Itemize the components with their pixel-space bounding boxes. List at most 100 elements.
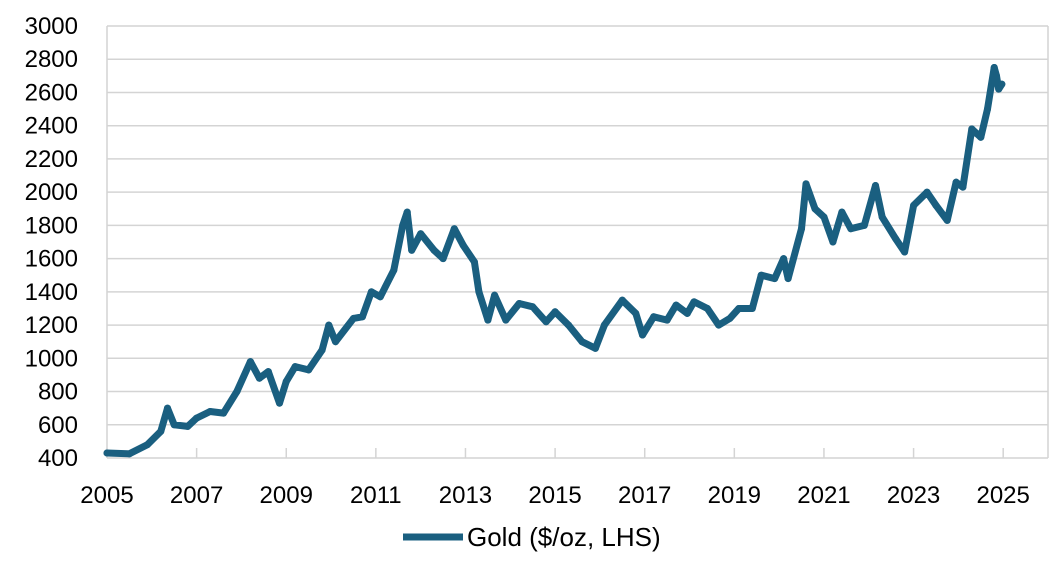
data-point xyxy=(367,288,375,296)
x-tick-label: 2023 xyxy=(887,482,940,509)
data-point xyxy=(276,399,284,407)
x-tick-label: 2019 xyxy=(708,482,761,509)
data-point xyxy=(358,313,366,321)
y-tick-label: 2000 xyxy=(25,179,78,206)
data-point xyxy=(838,208,846,216)
x-tick-label: 2011 xyxy=(350,482,402,509)
y-tick-label: 400 xyxy=(38,445,78,472)
data-point xyxy=(291,363,299,371)
data-point xyxy=(125,450,133,458)
data-point xyxy=(459,241,467,249)
data-point xyxy=(515,299,523,307)
data-point xyxy=(318,346,326,354)
data-point xyxy=(923,188,931,196)
data-point xyxy=(943,216,951,224)
data-point xyxy=(871,182,879,190)
data-point xyxy=(715,321,723,329)
data-point xyxy=(417,230,425,238)
data-point xyxy=(998,80,1006,88)
data-point xyxy=(591,344,599,352)
data-point xyxy=(663,316,671,324)
data-point xyxy=(892,235,900,243)
data-point xyxy=(901,248,909,256)
data-point xyxy=(376,293,384,301)
data-point xyxy=(995,85,1003,93)
data-point xyxy=(430,246,438,254)
data-point xyxy=(798,225,806,233)
x-tick-label: 2015 xyxy=(528,482,581,509)
y-tick-label: 600 xyxy=(38,412,78,439)
y-tick-label: 1400 xyxy=(25,279,78,306)
data-point xyxy=(878,213,886,221)
data-point xyxy=(264,368,272,376)
data-point xyxy=(968,125,976,133)
legend: Gold ($/oz, LHS) xyxy=(403,522,661,552)
data-point xyxy=(703,304,711,312)
data-point xyxy=(780,255,788,263)
data-point xyxy=(529,303,537,311)
data-point xyxy=(157,427,165,435)
data-point xyxy=(551,308,559,316)
y-tick-label: 1000 xyxy=(25,345,78,372)
data-point xyxy=(565,321,573,329)
x-tick-label: 2013 xyxy=(439,482,492,509)
data-point xyxy=(325,321,333,329)
data-point xyxy=(650,313,658,321)
data-point xyxy=(246,358,254,366)
data-point xyxy=(233,388,241,396)
data-point xyxy=(475,288,483,296)
data-point xyxy=(632,309,640,317)
data-point xyxy=(910,201,918,209)
data-point xyxy=(170,421,178,429)
data-point xyxy=(932,201,940,209)
y-tick-label: 800 xyxy=(38,379,78,406)
data-point xyxy=(726,314,734,322)
data-point xyxy=(757,271,765,279)
data-point xyxy=(470,258,478,266)
data-point xyxy=(349,314,357,322)
data-point xyxy=(829,238,837,246)
series-layer xyxy=(103,64,1006,458)
data-point xyxy=(193,414,201,422)
data-point xyxy=(977,133,985,141)
data-point xyxy=(163,404,171,412)
data-point xyxy=(683,309,691,317)
data-point xyxy=(399,221,407,229)
data-point xyxy=(184,422,192,430)
data-point xyxy=(672,301,680,309)
y-tick-label: 2600 xyxy=(25,79,78,106)
data-point xyxy=(618,296,626,304)
y-tick-label: 2400 xyxy=(25,113,78,140)
data-point xyxy=(638,331,646,339)
legend-label: Gold ($/oz, LHS) xyxy=(467,522,661,552)
data-point xyxy=(403,208,411,216)
data-point xyxy=(784,275,792,283)
data-point xyxy=(491,291,499,299)
data-point xyxy=(439,255,447,263)
data-point xyxy=(502,316,510,324)
x-tick-label: 2025 xyxy=(976,482,1029,509)
data-point xyxy=(103,449,111,457)
data-point xyxy=(255,374,263,382)
data-point xyxy=(748,304,756,312)
data-point xyxy=(305,366,313,374)
data-point xyxy=(735,304,743,312)
data-point xyxy=(811,205,819,213)
gridlines xyxy=(107,25,1048,459)
data-point xyxy=(450,225,458,233)
data-point xyxy=(802,180,810,188)
data-point xyxy=(390,266,398,274)
data-point xyxy=(820,213,828,221)
data-point xyxy=(206,407,214,415)
y-tick-label: 3000 xyxy=(25,13,78,40)
data-point xyxy=(952,178,960,186)
axes xyxy=(106,26,1049,458)
y-tick-label: 1800 xyxy=(25,212,78,239)
data-point xyxy=(847,225,855,233)
y-tick-label: 2800 xyxy=(25,46,78,73)
data-point xyxy=(578,338,586,346)
data-point xyxy=(220,409,228,417)
data-point xyxy=(542,318,550,326)
x-tick-label: 2021 xyxy=(797,482,850,509)
x-tick-label: 2007 xyxy=(170,482,223,509)
